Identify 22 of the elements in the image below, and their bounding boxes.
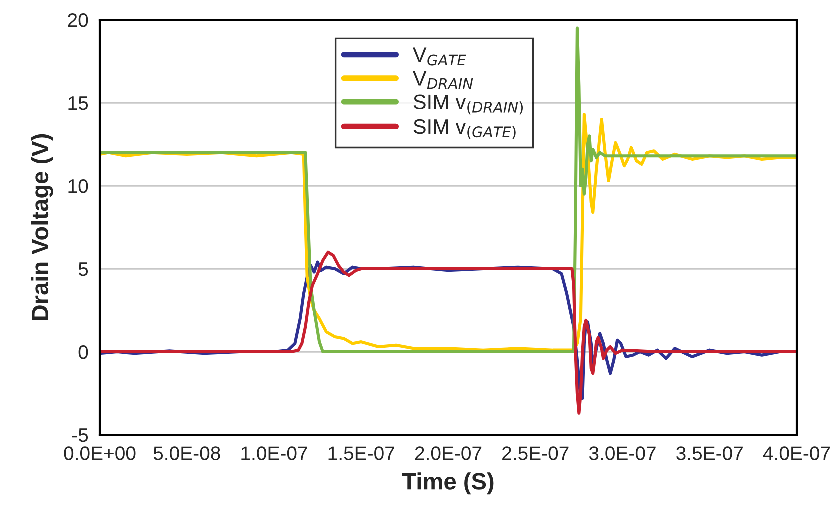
y-tick-label: 20 xyxy=(68,13,88,28)
x-tick-label: 1.0E-07 xyxy=(242,446,308,460)
line-series xyxy=(100,26,797,354)
x-tick-label: 5.0E-08 xyxy=(154,446,220,460)
legend-label: SIM v$_{(DRAIN)}$ xyxy=(414,94,524,115)
legend-label: V$_{DRAIN}$ xyxy=(412,71,474,90)
x-tick-label: 0.0E+00 xyxy=(64,446,136,460)
x-tick-label: 2.0E-07 xyxy=(415,446,482,460)
y-tick-label: 5 xyxy=(78,262,88,276)
y-axis-title: Drain Voltage (V) xyxy=(31,134,54,320)
y-tick-label: 15 xyxy=(68,96,88,110)
legend-label: V$_{GATE}$ xyxy=(412,48,466,66)
x-axis-title: Time (S) xyxy=(402,472,494,495)
x-tick-label: 4.0E-07 xyxy=(763,446,830,460)
x-tick-label: 3.5E-07 xyxy=(676,446,743,460)
x-tick-label: 1.5E-07 xyxy=(328,446,394,460)
x-tick-label: 3.0E-07 xyxy=(589,446,656,460)
y-tick-label: -5 xyxy=(72,428,88,442)
x-tick-label: 2.5E-07 xyxy=(502,446,569,460)
y-tick-label: 0 xyxy=(78,345,88,360)
legend-label: SIM v$_{(GATE)}$ xyxy=(414,119,516,140)
y-tick-label: 10 xyxy=(68,179,88,194)
